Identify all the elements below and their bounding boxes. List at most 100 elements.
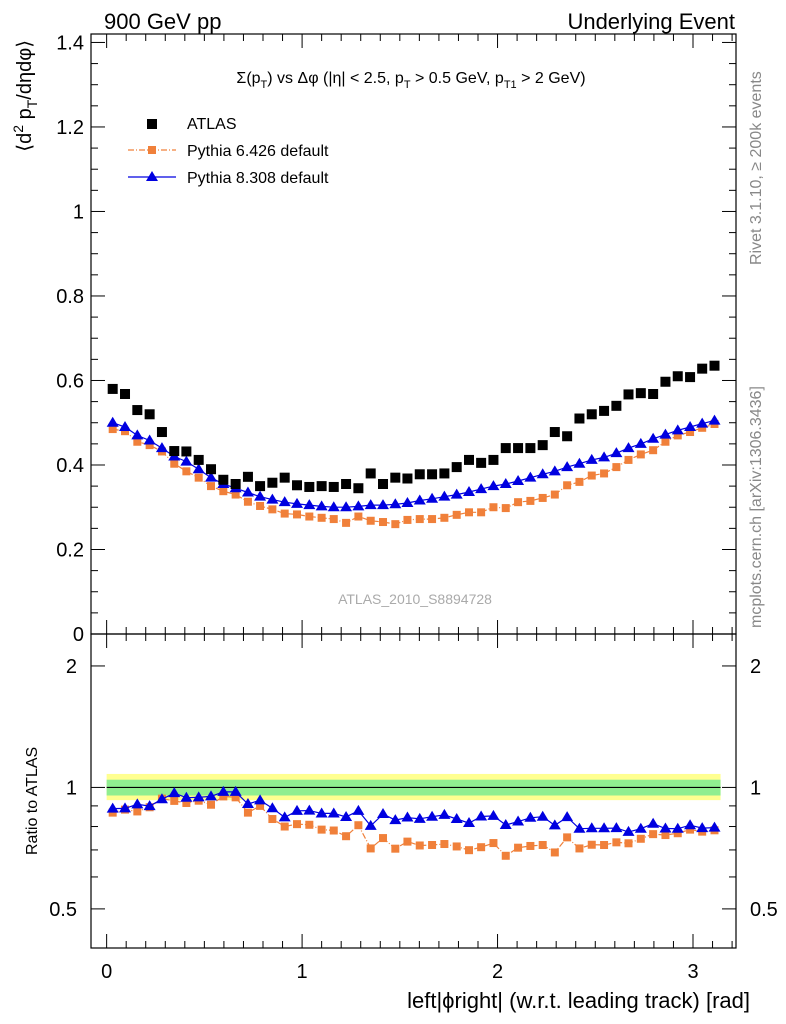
ratio-pythia6-point bbox=[108, 808, 117, 817]
x-tick-label: 3 bbox=[687, 961, 698, 983]
ratio-pythia8-point bbox=[610, 822, 623, 833]
y-tick-label: 0 bbox=[73, 624, 84, 646]
atlas-point bbox=[292, 480, 303, 491]
ratio-x-axis: 0 1 2 3 bbox=[101, 634, 733, 983]
atlas-point bbox=[635, 388, 646, 399]
ratio-pythia8-point bbox=[426, 810, 439, 821]
ratio-pythia8-point bbox=[327, 807, 340, 818]
ratio-y-axis-title: Ratio to ATLAS bbox=[24, 747, 41, 855]
pythia6-point bbox=[280, 509, 289, 518]
ratio-pythia8-point bbox=[266, 802, 279, 813]
pythia8-point bbox=[463, 486, 476, 497]
pythia6-point bbox=[575, 477, 584, 486]
pythia8-point bbox=[659, 428, 672, 439]
pythia8-point bbox=[499, 478, 512, 488]
ratio-pythia8-point bbox=[352, 804, 365, 815]
ratio-series-group bbox=[106, 785, 721, 860]
ratio-pythia6-point bbox=[600, 840, 609, 849]
atlas-point bbox=[513, 443, 524, 454]
pythia8-point bbox=[401, 497, 414, 508]
atlas-point bbox=[304, 481, 315, 492]
atlas-point bbox=[365, 468, 376, 479]
pythia8-point bbox=[536, 468, 549, 479]
pythia8-point bbox=[487, 480, 500, 491]
legend-marker-pythia8 bbox=[146, 171, 158, 181]
y-tick-label: 0.5 bbox=[49, 899, 77, 921]
x-tick-label: 1 bbox=[297, 961, 308, 983]
pythia6-point bbox=[133, 437, 142, 446]
ratio-pythia6-point bbox=[612, 838, 621, 847]
ratio-pythia6-point bbox=[317, 825, 326, 834]
legend-label-pythia6: Pythia 6.426 default bbox=[187, 143, 329, 160]
pythia6-point bbox=[403, 515, 412, 524]
pythia8-point bbox=[241, 486, 254, 497]
ratio-pythia8-point bbox=[254, 794, 267, 805]
ratio-pythia8-point bbox=[131, 798, 144, 809]
header-left-title: 900 GeV pp bbox=[104, 9, 221, 34]
pythia8-point bbox=[671, 424, 684, 435]
ratio-pythia8-point bbox=[524, 811, 537, 822]
ratio-pythia8-point bbox=[634, 822, 647, 833]
y-tick-label: 1.4 bbox=[56, 32, 84, 54]
ratio-pythia6-point bbox=[293, 820, 302, 829]
ratio-pythia8-point bbox=[205, 790, 218, 801]
atlas-point bbox=[169, 446, 180, 457]
ratio-pythia6-point bbox=[329, 826, 338, 835]
atlas-point bbox=[451, 462, 462, 473]
pythia8-point bbox=[340, 501, 353, 512]
plot-title-sub: T bbox=[404, 79, 411, 91]
pythia8-point bbox=[192, 463, 205, 474]
pythia6-point bbox=[108, 425, 117, 434]
pythia6-point bbox=[379, 518, 388, 527]
ylabel-sup: 2 bbox=[10, 125, 26, 133]
ratio-pythia8-point bbox=[708, 821, 721, 832]
plot-title: Σ(pT) vs Δφ (|η| < 2.5, pT > 0.5 GeV, pT… bbox=[236, 70, 585, 91]
pythia6-point bbox=[268, 505, 277, 514]
pythia6-point bbox=[256, 501, 265, 510]
ratio-y-axis: 0.5 0.5 1 1 2 2 bbox=[49, 656, 778, 949]
ratio-pythia8-point bbox=[401, 811, 414, 822]
pythia6-point bbox=[465, 508, 474, 517]
ratio-pythia6-point bbox=[391, 844, 400, 853]
ylabel-close: /dηdφ⟩ bbox=[14, 40, 36, 100]
atlas-point bbox=[132, 405, 143, 416]
y-tick-label: 1.2 bbox=[56, 117, 84, 139]
y-tick-label: 2 bbox=[66, 656, 77, 678]
ratio-pythia6-line bbox=[112, 795, 715, 857]
atlas-point bbox=[500, 443, 511, 454]
atlas-point bbox=[476, 457, 487, 468]
ratio-pythia8-point bbox=[684, 819, 697, 830]
atlas-point bbox=[255, 481, 266, 492]
main-plot-panel: 00.20.40.60.811.21.4 Σ(pT) vs Δφ (|η| < … bbox=[10, 32, 737, 646]
ratio-pythia6-point bbox=[661, 831, 670, 840]
ratio-pythia6-point bbox=[133, 807, 142, 816]
pythia8-point bbox=[266, 493, 279, 504]
y-tick-label: 0.8 bbox=[56, 286, 84, 308]
plot-title-cut2: > 2 GeV) bbox=[517, 70, 586, 87]
pythia8-point bbox=[119, 420, 132, 431]
pythia8-point bbox=[610, 447, 623, 458]
ratio-pythia8-point bbox=[192, 791, 205, 802]
ratio-pythia6-point bbox=[354, 821, 363, 830]
ratio-pythia6-point bbox=[243, 808, 252, 817]
pythia6-point bbox=[305, 512, 314, 521]
pythia6-point bbox=[600, 469, 609, 478]
ratio-pythia8-point bbox=[499, 819, 512, 830]
ratio-pythia8-point bbox=[315, 807, 328, 818]
pythia6-point bbox=[477, 508, 486, 517]
atlas-point bbox=[427, 469, 438, 480]
pythia8-point bbox=[450, 488, 463, 499]
ratio-pythia8-point bbox=[438, 808, 451, 819]
pythia8-point bbox=[364, 499, 377, 510]
pythia6-point bbox=[587, 471, 596, 480]
plot-title-sub: T1 bbox=[504, 79, 517, 91]
pythia8-point bbox=[548, 465, 561, 476]
ratio-pythia8-point bbox=[106, 802, 119, 813]
pythia6-point bbox=[526, 496, 535, 505]
atlas-point bbox=[709, 360, 720, 371]
ratio-pythia6-point bbox=[575, 844, 584, 853]
atlas-point bbox=[279, 472, 290, 483]
atlas-point bbox=[549, 427, 560, 438]
legend-label-pythia8: Pythia 8.308 default bbox=[187, 170, 329, 187]
atlas-point bbox=[623, 389, 634, 400]
